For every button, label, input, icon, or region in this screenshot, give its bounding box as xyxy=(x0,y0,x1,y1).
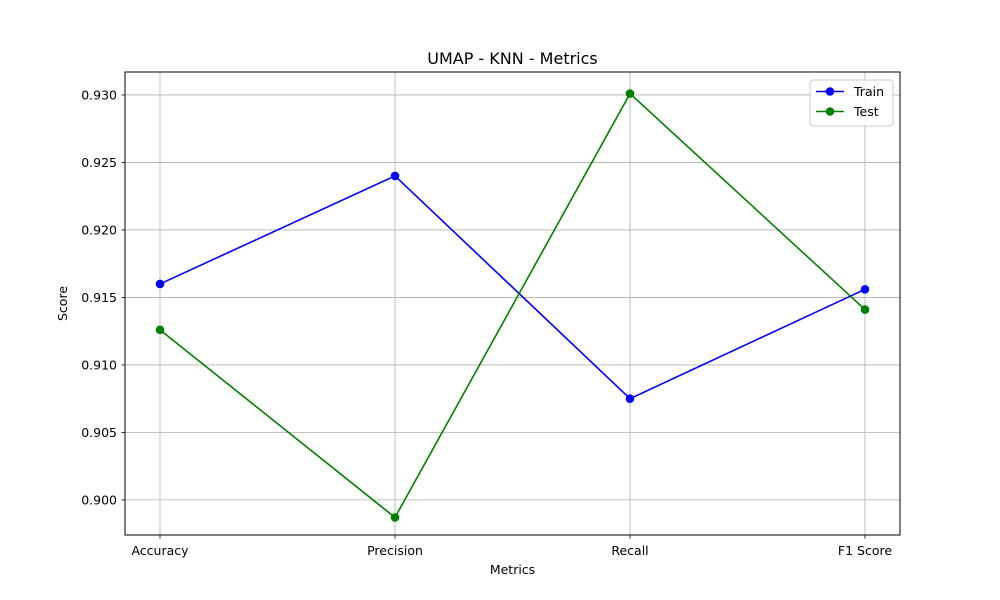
data-point xyxy=(625,394,635,403)
legend-marker xyxy=(825,87,835,96)
x-axis-label: Metrics xyxy=(490,562,535,577)
y-axis-ticks: 0.900 0.905 0.910 0.915 0.920 0.925 0.930 xyxy=(81,87,125,507)
y-tick-label: 0.900 xyxy=(81,492,117,507)
y-axis-label: Score xyxy=(55,286,70,321)
chart-title: UMAP - KNN - Metrics xyxy=(427,49,598,68)
legend: Train Test xyxy=(809,79,894,127)
y-tick-label: 0.915 xyxy=(81,290,117,305)
data-point xyxy=(390,171,400,181)
data-point xyxy=(625,89,635,98)
legend-label: Test xyxy=(853,104,879,119)
y-tick-label: 0.905 xyxy=(81,425,117,440)
series-train xyxy=(155,171,870,403)
x-tick-label: F1 Score xyxy=(838,543,892,558)
legend-item-train: Train xyxy=(816,84,884,99)
data-point xyxy=(155,279,165,289)
legend-item-test: Test xyxy=(816,104,879,119)
x-axis-ticks: Accuracy Precision Recall F1 Score xyxy=(131,535,892,558)
y-tick-label: 0.920 xyxy=(81,222,117,237)
series-layer xyxy=(155,89,870,522)
y-tick-label: 0.930 xyxy=(81,87,117,102)
series-line xyxy=(159,92,866,519)
data-point xyxy=(155,325,165,335)
legend-label: Train xyxy=(853,84,884,99)
x-tick-label: Accuracy xyxy=(131,543,189,558)
data-point xyxy=(860,285,870,294)
plot-area-frame xyxy=(124,71,901,536)
x-tick-label: Precision xyxy=(367,543,423,558)
grid xyxy=(125,72,900,535)
series-test xyxy=(155,89,870,522)
data-point xyxy=(390,513,400,522)
data-point xyxy=(860,305,870,314)
x-tick-label: Recall xyxy=(611,543,648,558)
legend-marker xyxy=(825,107,835,116)
y-tick-label: 0.925 xyxy=(81,155,117,170)
series-line xyxy=(159,174,866,400)
y-tick-label: 0.910 xyxy=(81,357,117,372)
